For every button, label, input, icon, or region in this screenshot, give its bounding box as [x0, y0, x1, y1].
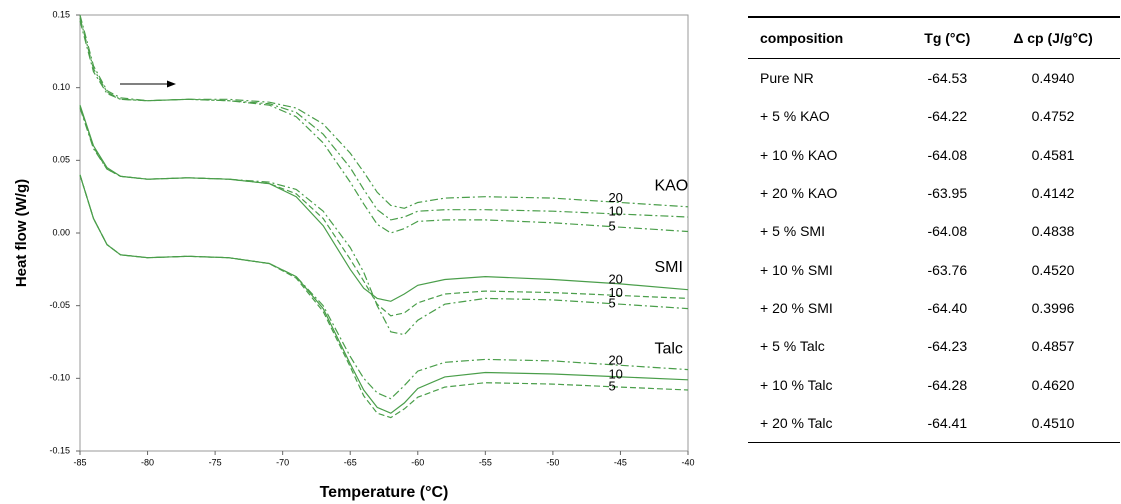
y-tick-label: -0.15 — [49, 445, 70, 455]
table-cell: 0.4581 — [1031, 146, 1075, 163]
table-cell: -64.41 — [908, 403, 987, 443]
table-cell: + 10 % Talc — [760, 376, 833, 393]
table-cell: + 5 % Talc — [760, 338, 825, 355]
x-tick-label: -55 — [479, 457, 492, 467]
table-cell: 0.4838 — [1031, 223, 1075, 240]
table-cell: 0.4940 — [1031, 70, 1075, 87]
x-tick-label: -50 — [546, 457, 559, 467]
table-cell: -64.40 — [927, 299, 968, 316]
line-series — [79, 17, 689, 221]
table-cell: -64.08 — [927, 223, 968, 240]
column-header: composition — [748, 16, 909, 59]
table-cell: + 20 % KAO — [760, 185, 838, 202]
line-series — [79, 20, 689, 209]
line-series — [79, 104, 689, 302]
table-row: + 20 % SMI -64.40 0.3996 — [748, 289, 1120, 327]
x-tick-label: -65 — [344, 457, 357, 467]
table-row: + 5 % Talc -64.23 0.4857 — [748, 327, 1120, 365]
table-cell: 0.4520 — [1031, 261, 1075, 278]
table-cell: -64.53 — [927, 70, 968, 87]
line-series — [79, 14, 689, 234]
line-series — [79, 106, 689, 317]
table-cell: 0.3996 — [1031, 299, 1075, 316]
table-cell: 0.4857 — [1031, 338, 1075, 355]
line-series — [79, 174, 689, 400]
table-cell: -63.95 — [927, 185, 968, 202]
table-row: + 10 % Talc -64.28 0.4620 — [748, 365, 1120, 403]
series-label: 5 — [608, 219, 615, 234]
table-cell: + 10 % KAO — [760, 146, 838, 163]
x-tick-label: -40 — [681, 457, 694, 467]
table-cell: + 10 % SMI — [760, 261, 833, 278]
results-table: composition Tg (°C) Δ cp (J/g°C) Pure NR -6… — [748, 16, 1120, 443]
series-label: 5 — [608, 296, 615, 311]
line-series — [79, 107, 689, 336]
y-tick-label: -0.05 — [49, 300, 70, 310]
x-tick-label: -85 — [73, 457, 86, 467]
x-axis-title: Temperature (°C) — [320, 484, 449, 501]
table-row: + 5 % KAO -64.22 0.4752 — [748, 97, 1120, 135]
table-cell: 0.4510 — [986, 403, 1120, 443]
x-tick-label: -80 — [141, 457, 154, 467]
y-tick-label: 0.15 — [52, 9, 70, 19]
chart: Temperature (°C) Heat flow (W/g) -85 -80 -… — [13, 9, 695, 501]
table-cell: -63.76 — [927, 261, 968, 278]
table-cell: -64.22 — [927, 108, 968, 125]
table-cell: + 20 % Talc — [748, 403, 909, 443]
y-tick-label: 0.00 — [52, 227, 70, 237]
table-row: Pure NR -64.53 0.4940 — [748, 59, 1120, 98]
line-series — [79, 174, 689, 414]
table-row: + 20 % Talc -64.41 0.4510 — [748, 403, 1120, 443]
column-header: Tg (°C) — [908, 16, 987, 59]
column-header: Δ cp (J/g°C) — [986, 16, 1120, 59]
table-cell: 0.4752 — [1031, 108, 1075, 125]
series-label: 10 — [608, 366, 622, 381]
header-row: composition Tg (°C) Δ cp (J/g°C) — [748, 16, 1120, 59]
table-cell: -64.23 — [927, 338, 968, 355]
series-label: 10 — [608, 204, 622, 219]
x-tick-label: -70 — [276, 457, 289, 467]
series-label: 20 — [608, 271, 622, 286]
series-label: 5 — [608, 378, 615, 393]
table-cell: 0.4620 — [1031, 376, 1075, 393]
table-row: + 5 % SMI -64.08 0.4838 — [748, 212, 1120, 250]
y-axis-title: Heat flow (W/g) — [13, 179, 30, 287]
y-tick-label: 0.10 — [52, 82, 70, 92]
series-label: 20 — [608, 353, 622, 368]
y-tick-label: 0.05 — [52, 155, 70, 165]
x-tick-label: -45 — [614, 457, 627, 467]
series-label: 10 — [608, 285, 622, 300]
group-label: Talc — [654, 340, 682, 357]
table-cell: + 5 % KAO — [760, 108, 830, 125]
table-cell: Pure NR — [760, 70, 814, 87]
table-cell: 0.4142 — [1031, 185, 1075, 202]
x-tick-label: -75 — [209, 457, 222, 467]
arrow-head — [167, 80, 176, 88]
table-row: + 10 % KAO -64.08 0.4581 — [748, 136, 1120, 174]
table-row: + 20 % KAO -63.95 0.4142 — [748, 174, 1120, 212]
table-cell: -64.28 — [927, 376, 968, 393]
series-label: 20 — [608, 190, 622, 205]
group-label: SMI — [654, 259, 682, 276]
group-label: KAO — [654, 178, 688, 195]
table-cell: + 20 % SMI — [760, 299, 833, 316]
table-cell: -64.08 — [927, 146, 968, 163]
table-cell: + 5 % SMI — [760, 223, 825, 240]
line-series — [79, 174, 689, 419]
x-tick-label: -60 — [411, 457, 424, 467]
table-row: + 10 % SMI -63.76 0.4520 — [748, 250, 1120, 288]
y-tick-label: -0.10 — [49, 373, 70, 383]
